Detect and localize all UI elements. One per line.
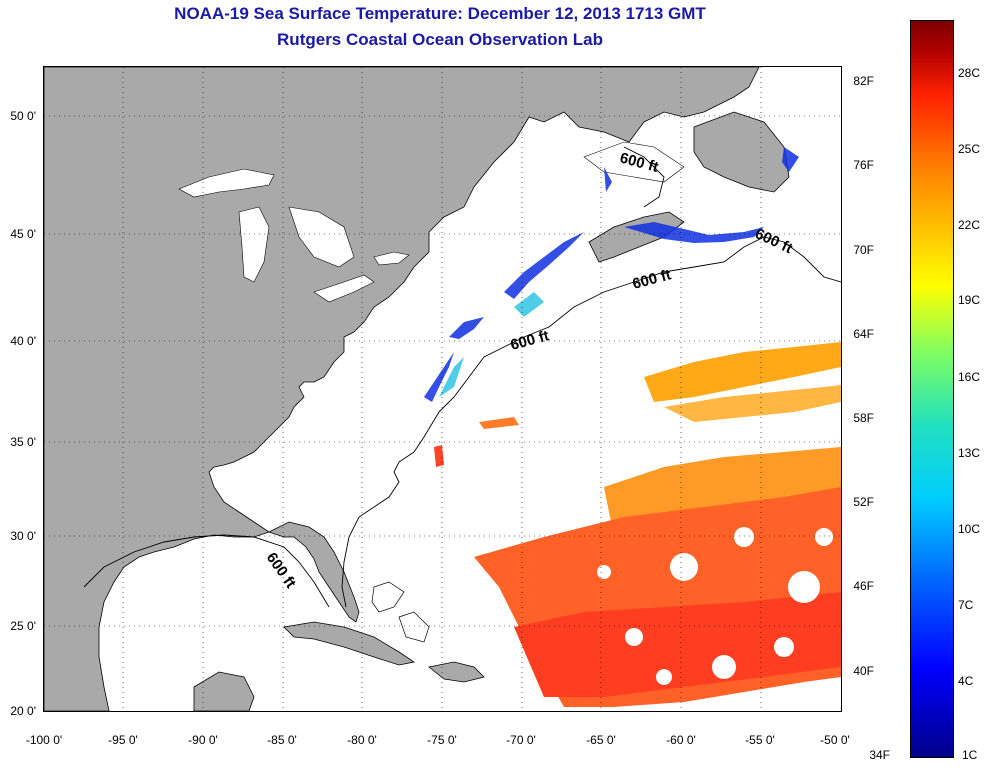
lon-label-50: -50 0'	[820, 733, 850, 747]
lat-label-50: 50 0'	[10, 109, 36, 123]
map-subtitle: Rutgers Coastal Ocean Observation Lab	[277, 30, 603, 49]
lon-label-65: -65 0'	[586, 733, 616, 747]
lon-label-55: -55 0'	[745, 733, 775, 747]
sst-map-canvas: 600 ft 600 ft 600 ft 600 ft 600 ft	[44, 67, 841, 711]
temperature-colorbar	[910, 20, 954, 758]
lon-label-75: -75 0'	[427, 733, 457, 747]
colorbar-c-4: 4C	[958, 674, 974, 688]
lon-label-70: -70 0'	[506, 733, 536, 747]
colorbar-f-64: 64F	[853, 327, 874, 341]
colorbar-f-46: 46F	[853, 579, 874, 593]
colorbar-f-34: 34F	[869, 748, 890, 762]
colorbar-f-58: 58F	[853, 411, 874, 425]
lat-label-35: 35 0'	[10, 435, 36, 449]
colorbar-c-28: 28C	[958, 66, 981, 80]
colorbar-c-25: 25C	[958, 142, 981, 156]
lat-label-45: 45 0'	[10, 227, 36, 241]
colorbar-f-76: 76F	[853, 158, 874, 172]
colorbar-c-22: 22C	[958, 218, 981, 232]
lat-label-40: 40 0'	[10, 334, 36, 348]
lon-label-60: -60 0'	[666, 733, 696, 747]
colorbar-c-19: 19C	[958, 293, 981, 307]
colorbar-c-10: 10C	[958, 522, 981, 536]
colorbar-f-52: 52F	[853, 495, 874, 509]
colorbar-f-82: 82F	[853, 74, 874, 88]
lat-label-25: 25 0'	[10, 619, 36, 633]
lon-label-100: -100 0'	[25, 733, 63, 747]
lon-label-85: -85 0'	[267, 733, 297, 747]
colorbar-f-40: 40F	[853, 664, 874, 678]
lon-label-95: -95 0'	[108, 733, 138, 747]
sst-map: 600 ft 600 ft 600 ft 600 ft 600 ft	[43, 66, 842, 712]
lat-label-30: 30 0'	[10, 529, 36, 543]
map-title: NOAA-19 Sea Surface Temperature: Decembe…	[174, 4, 706, 23]
colorbar-c-13: 13C	[958, 446, 981, 460]
colorbar-c-16: 16C	[958, 370, 981, 384]
lat-label-20: 20 0'	[10, 704, 36, 718]
lon-label-90: -90 0'	[188, 733, 218, 747]
north-america-land	[44, 67, 760, 711]
colorbar-f-70: 70F	[853, 243, 874, 257]
lon-label-80: -80 0'	[347, 733, 377, 747]
colorbar-c-1: 1C	[962, 748, 978, 762]
colorbar-c-7: 7C	[958, 598, 974, 612]
